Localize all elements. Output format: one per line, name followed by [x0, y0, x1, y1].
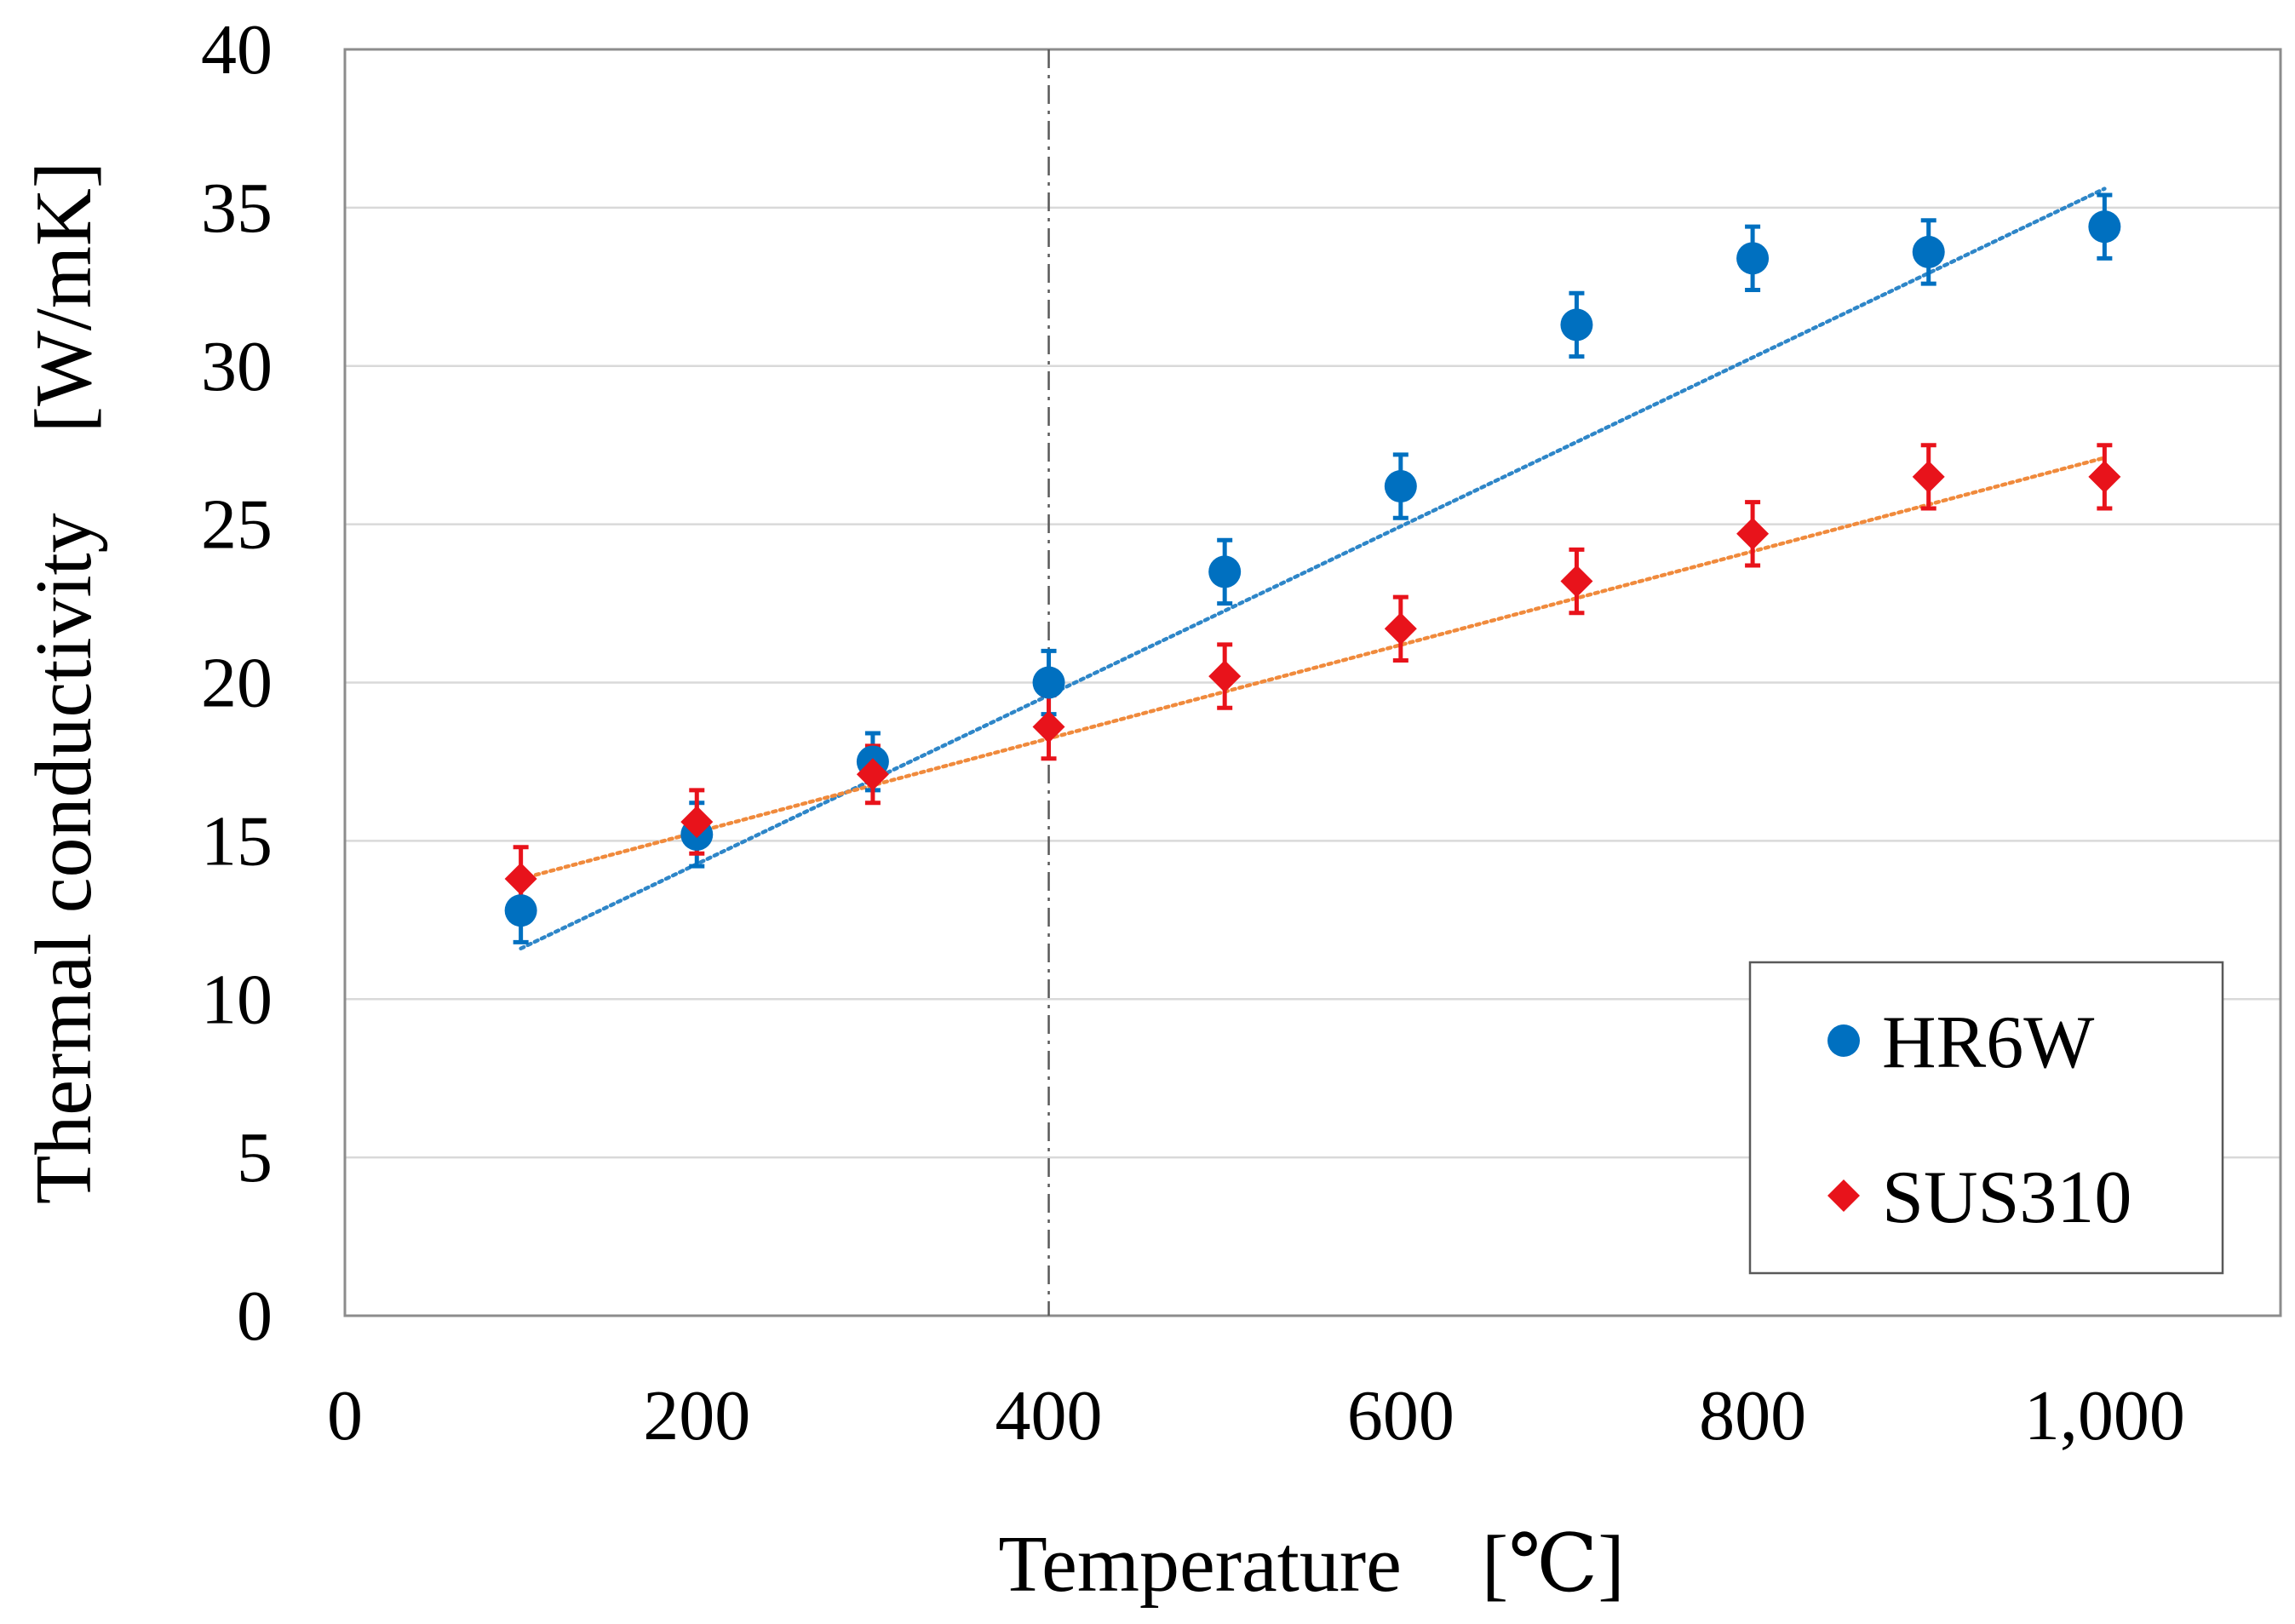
data-point-sus310 [1736, 517, 1770, 550]
plot-area-frame [343, 48, 2282, 1317]
data-point-sus310 [504, 862, 537, 895]
x-tick-label: 0 [327, 1376, 363, 1455]
y-tick-label: 0 [237, 1277, 273, 1356]
y-tick-label: 10 [201, 960, 273, 1039]
legend: HR6W SUS310 [1748, 961, 2224, 1275]
data-point-hr6w [1032, 666, 1065, 699]
y-tick-label: 5 [237, 1118, 273, 1197]
data-point-hr6w [1912, 235, 1945, 268]
x-tick-label: 400 [995, 1376, 1103, 1455]
y-axis-title: Thermal conductivity [W/mK] [20, 162, 108, 1204]
grid-layer [345, 206, 2281, 1159]
legend-marker-sus310 [1827, 1179, 1860, 1212]
trendline-hr6w [519, 187, 2107, 951]
x-axis-title: Temperature [℃] [998, 1520, 1624, 1609]
trendline-sus310 [519, 456, 2107, 881]
y-tick-label: 20 [201, 644, 273, 723]
x-tick-label: 1,000 [2024, 1376, 2185, 1455]
data-point-hr6w [2088, 210, 2121, 244]
x-tick-labels: 0 200 400 600 800 1,000 [327, 1376, 2185, 1455]
data-point-sus310 [1560, 565, 1593, 598]
y-tick-label: 35 [201, 169, 273, 248]
legend-label-hr6w: HR6W [1882, 1001, 2094, 1084]
x-tick-label: 200 [643, 1376, 750, 1455]
data-point-hr6w [1736, 242, 1770, 275]
data-point-sus310 [2088, 460, 2121, 493]
y-tick-label: 40 [201, 10, 273, 89]
data-point-sus310 [1384, 612, 1417, 646]
legend-marker-hr6w [1827, 1024, 1860, 1057]
x-tick-label: 600 [1347, 1376, 1454, 1455]
marker-layer [504, 210, 2121, 927]
y-tick-label: 15 [201, 801, 273, 881]
data-point-hr6w [1560, 308, 1593, 341]
data-point-sus310 [680, 806, 714, 839]
trendline-layer [519, 187, 2107, 951]
legend-label-sus310: SUS310 [1882, 1156, 2131, 1239]
data-point-sus310 [1032, 710, 1065, 743]
data-point-hr6w [1384, 470, 1417, 503]
y-tick-label: 25 [201, 485, 273, 565]
y-tick-labels: 0 5 10 15 20 25 30 35 40 [201, 10, 273, 1356]
y-tick-label: 30 [201, 327, 273, 406]
legend-box [1748, 961, 2224, 1275]
data-point-sus310 [1208, 660, 1242, 693]
data-point-sus310 [856, 758, 889, 791]
data-point-sus310 [1912, 460, 1945, 493]
x-tick-label: 800 [1699, 1376, 1806, 1455]
data-point-hr6w [504, 894, 537, 927]
data-point-hr6w [1208, 555, 1242, 588]
